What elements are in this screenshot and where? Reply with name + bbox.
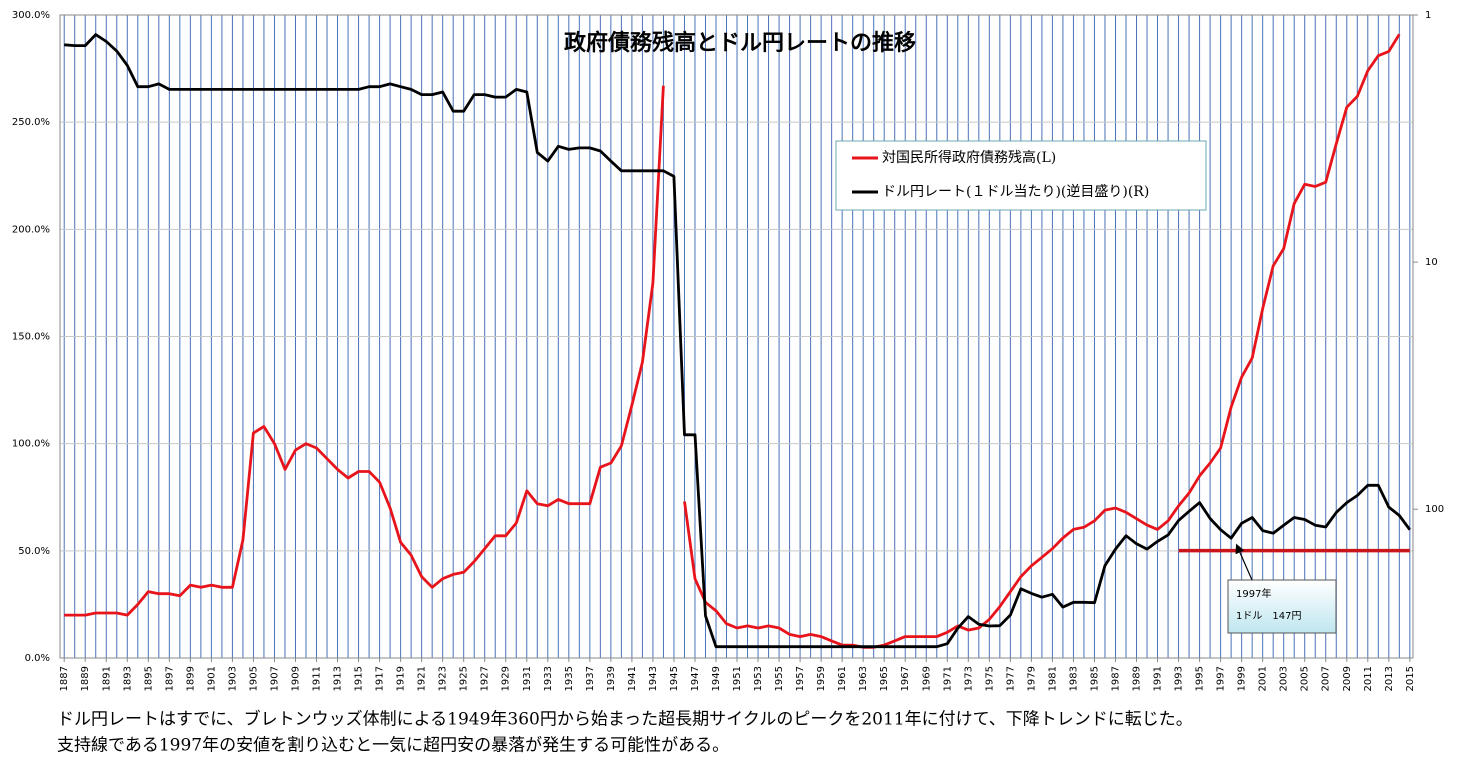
- plot-border: [59, 14, 1414, 659]
- annotation-arrow: [1235, 543, 1253, 581]
- x-tick-label: 1911: [312, 666, 323, 691]
- y2-tick-label: 10: [1425, 257, 1438, 268]
- x-tick-label: 1917: [375, 666, 386, 691]
- x-tick-label: 2003: [1279, 666, 1290, 691]
- x-tick-label: 1901: [206, 666, 217, 691]
- x-tick-label: 2005: [1300, 666, 1311, 691]
- x-tick-label: 1973: [963, 666, 974, 691]
- legend-label: ドル円レート(１ドル当たり)(逆目盛り)(R): [882, 184, 1149, 200]
- x-tick-label: 1963: [858, 666, 869, 691]
- y-tick-label: 150.0%: [12, 332, 50, 343]
- x-tick-label: 1985: [1089, 666, 1100, 691]
- y-tick-label: 200.0%: [12, 224, 50, 235]
- legend: 対国民所得政府債務残高(L) ドル円レート(１ドル当たり)(逆目盛り)(R): [835, 140, 1207, 211]
- x-tick-label: 1897: [164, 666, 175, 691]
- note: ドル円レートはすでに、ブレトンウッズ体制による1949年360円から始まった超長…: [57, 709, 1193, 730]
- x-tick-label: 2001: [1258, 666, 1269, 691]
- x-tick-label: 1971: [942, 666, 953, 691]
- x-tick-label: 1947: [690, 666, 701, 691]
- series-line: [64, 33, 1401, 649]
- x-tick-label: 1993: [1174, 666, 1185, 691]
- x-tick-label: 1991: [1153, 666, 1164, 691]
- y-tick-label: 50.0%: [18, 546, 50, 557]
- y-tick-label: 300.0%: [12, 10, 50, 21]
- x-tick-label: 1939: [606, 666, 617, 691]
- x-tick-label: 1899: [185, 666, 196, 691]
- x-tick-label: 1945: [669, 666, 680, 691]
- x-tick-label: 1949: [711, 666, 722, 691]
- x-tick-label: 1915: [354, 666, 365, 691]
- x-tick-label: 1889: [80, 666, 91, 691]
- x-tick-label: 1999: [1237, 666, 1248, 691]
- x-tick-label: 1929: [501, 666, 512, 691]
- x-tick-label: 1913: [333, 666, 344, 691]
- x-tick-label: 1961: [837, 666, 848, 691]
- x-tick-label: 1943: [648, 666, 659, 691]
- x-tick-label: 1981: [1047, 666, 1058, 691]
- x-tick-label: 1979: [1026, 666, 1037, 691]
- x-tick-label: 1891: [101, 666, 112, 691]
- x-tick-label: 2009: [1342, 666, 1353, 691]
- legend-box: [835, 140, 1207, 211]
- x-tick-label: 1893: [122, 666, 133, 691]
- x-tick-label: 1923: [438, 666, 449, 691]
- x-tick-label: 1983: [1068, 666, 1079, 691]
- x-tick-label: 1903: [227, 666, 238, 691]
- x-tick-label: 1931: [522, 666, 533, 691]
- x-tick-label: 1977: [1005, 666, 1016, 691]
- chart-title: 政府債務残高とドル円レートの推移: [564, 30, 916, 56]
- x-tick-label: 1905: [248, 666, 259, 691]
- x-tick-label: 1909: [290, 666, 301, 691]
- x-tick-label: 1895: [143, 666, 154, 691]
- y2-tick-label: 1: [1425, 10, 1431, 21]
- x-tick-label: 1997: [1216, 666, 1227, 691]
- series-line: [64, 33, 1411, 649]
- x-tick-label: 1935: [564, 666, 575, 691]
- y-tick-label: 250.0%: [12, 117, 50, 128]
- x-tick-label: 1955: [774, 666, 785, 691]
- x-tick-label: 1921: [417, 666, 428, 691]
- x-tick-label: 1919: [396, 666, 407, 691]
- annotation-box: [1227, 579, 1337, 634]
- x-tick-label: 1937: [585, 666, 596, 691]
- legend-label: 対国民所得政府債務残高(L): [882, 149, 1056, 166]
- x-tick-label: 1957: [795, 666, 806, 691]
- x-tick-label: 1887: [59, 666, 70, 691]
- annotation-text: 1ドル 147円: [1236, 611, 1301, 622]
- x-tick-label: 1941: [627, 666, 638, 691]
- x-tick-label: 1967: [900, 666, 911, 691]
- x-tick-label: 2011: [1363, 666, 1374, 691]
- x-tick-label: 1989: [1132, 666, 1143, 691]
- annotation-text: 1997年: [1236, 587, 1271, 600]
- x-tick-label: 1951: [732, 666, 743, 691]
- x-tick-label: 1907: [269, 666, 280, 691]
- y-tick-label: 100.0%: [12, 439, 50, 450]
- x-tick-label: 1959: [816, 666, 827, 691]
- x-tick-label: 1987: [1110, 666, 1121, 691]
- x-tick-label: 2013: [1384, 666, 1395, 691]
- note: 支持線である1997年の安値を割り込むと一気に超円安の暴落が発生する可能性がある…: [57, 736, 729, 756]
- x-tick-label: 2015: [1405, 666, 1416, 691]
- x-tick-label: 1995: [1195, 666, 1206, 691]
- x-tick-label: 1933: [543, 666, 554, 691]
- x-tick-label: 1969: [921, 666, 932, 691]
- x-tick-label: 1927: [480, 666, 491, 691]
- x-tick-label: 2007: [1321, 666, 1332, 691]
- y2-tick-label: 100: [1425, 504, 1444, 515]
- x-tick-label: 1975: [984, 666, 995, 691]
- x-tick-label: 1965: [879, 666, 890, 691]
- annotation: 1997年 1ドル 147円: [1227, 543, 1337, 634]
- y-tick-label: 0.0%: [25, 653, 50, 664]
- x-tick-label: 1953: [753, 666, 764, 691]
- x-tick-label: 1925: [459, 666, 470, 691]
